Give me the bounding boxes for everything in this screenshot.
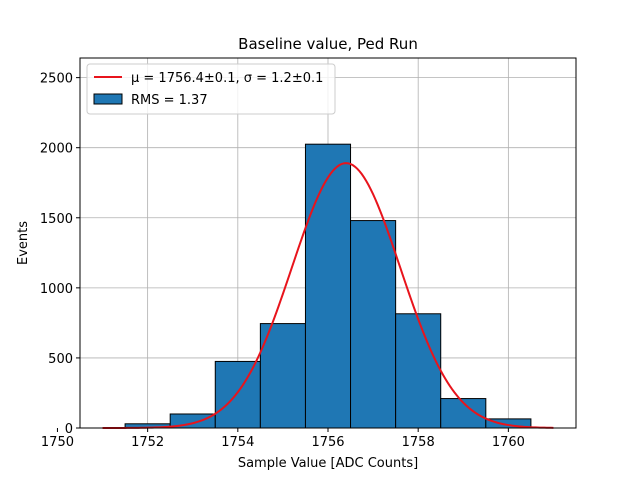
y-tick-label: 1000	[40, 282, 73, 297]
x-axis-label: Sample Value [ADC Counts]	[238, 456, 418, 471]
y-axis-ticks: 0 500 1000 1500 2000 2500	[40, 72, 80, 437]
x-tick-label: 1752	[131, 435, 164, 450]
histogram-bar	[259, 323, 306, 429]
gaussian-fit-line	[102, 162, 554, 429]
y-axis-label: Events	[16, 221, 31, 265]
y-tick-label: 2500	[40, 72, 73, 87]
x-tick-label: 1760	[492, 435, 525, 450]
y-tick-label: 500	[48, 352, 73, 367]
y-tick-label: 0	[65, 422, 73, 437]
histogram-bar	[304, 143, 352, 429]
legend-bar-swatch	[93, 93, 123, 105]
x-axis-ticks: 1750 1752 1754 1756 1758 1760	[41, 428, 525, 450]
gaussian-fit	[102, 162, 554, 429]
histogram-bar	[214, 360, 261, 429]
y-tick-label: 1500	[40, 212, 73, 227]
legend: μ = 1756.4±0.1, σ = 1.2±0.1 RMS = 1.37	[86, 63, 336, 115]
x-tick-label: 1758	[402, 435, 435, 450]
histogram-bar	[395, 313, 442, 429]
y-tick-label: 2000	[40, 142, 73, 157]
x-tick-label: 1754	[221, 435, 254, 450]
legend-fit-label: μ = 1756.4±0.1, σ = 1.2±0.1	[131, 71, 323, 86]
x-tick-label: 1756	[311, 435, 344, 450]
legend-rms-label: RMS = 1.37	[131, 93, 208, 108]
chart-title: Baseline value, Ped Run	[238, 35, 418, 53]
x-tick-label: 1750	[41, 435, 74, 450]
legend-box	[86, 63, 336, 115]
histogram-bar	[350, 220, 397, 429]
